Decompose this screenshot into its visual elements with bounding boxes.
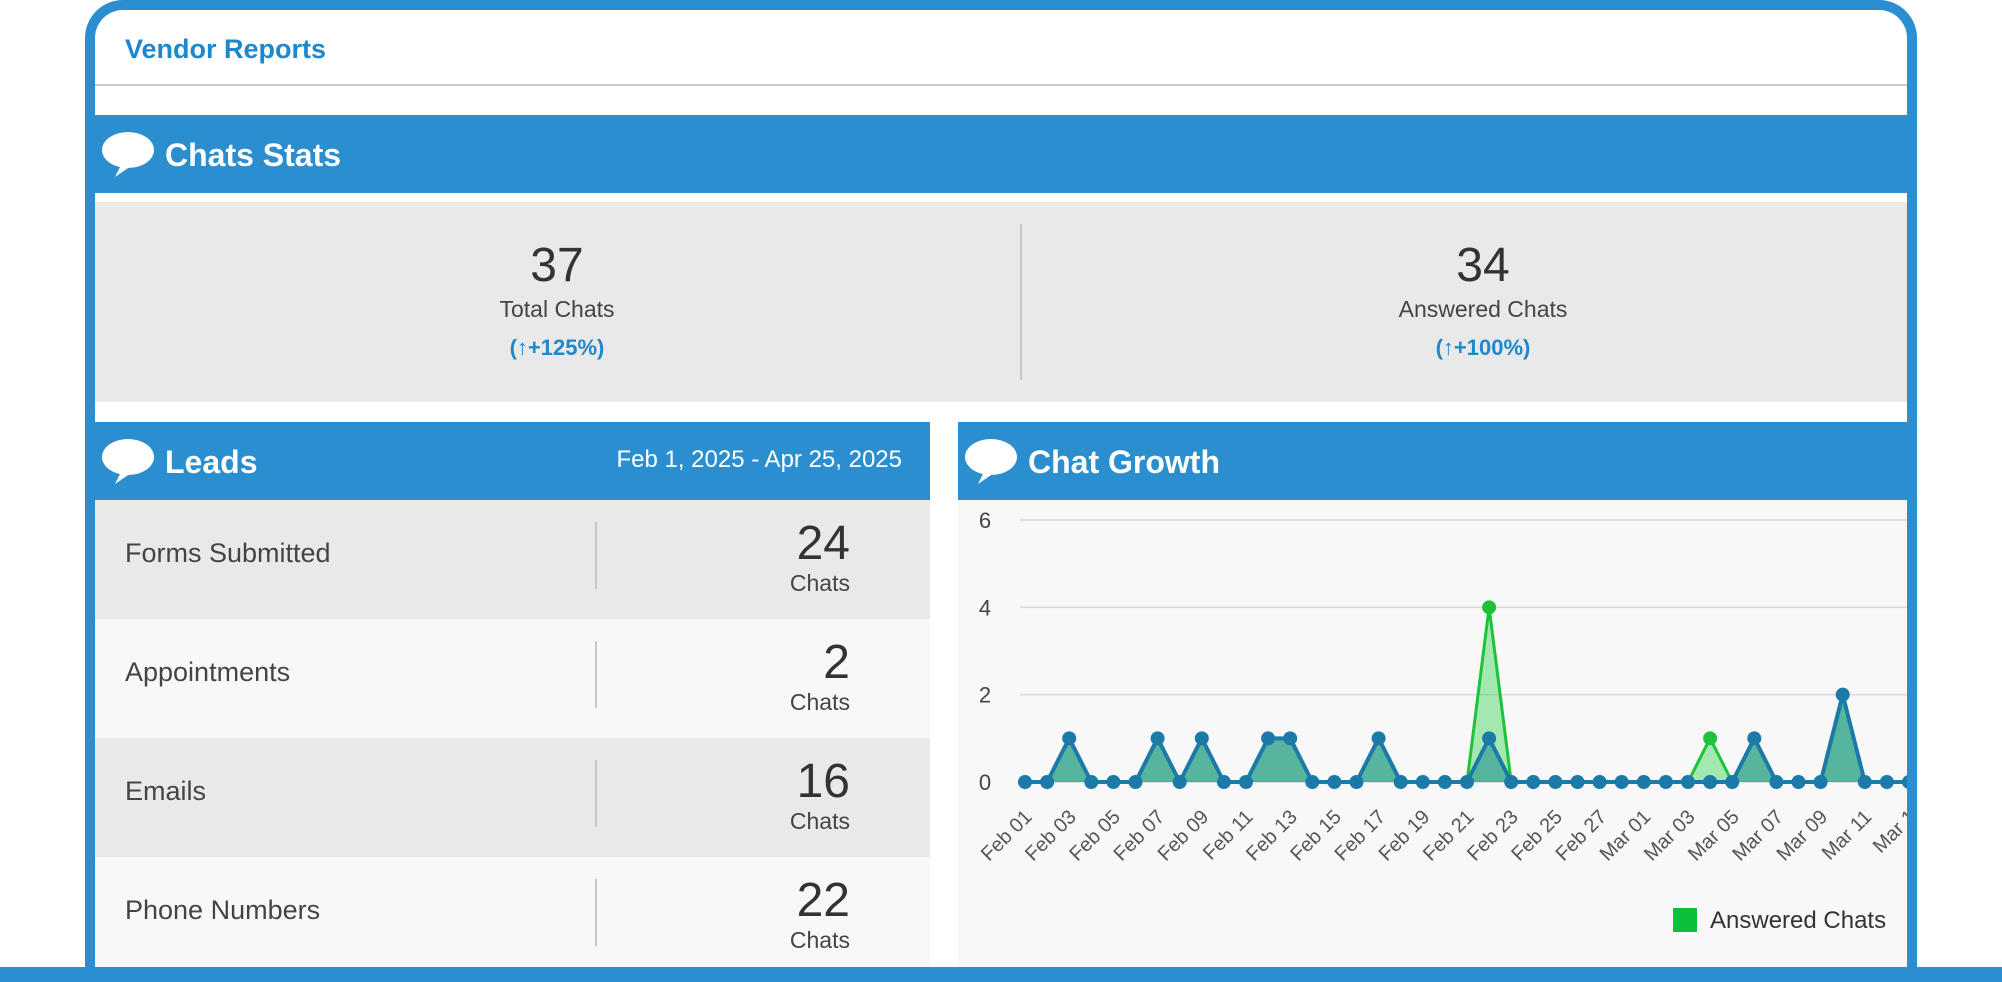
chats-stats-title: Chats Stats bbox=[165, 137, 342, 173]
data-point bbox=[1437, 775, 1452, 789]
total-chats-stat: 37 Total Chats (↑+125%) bbox=[257, 238, 857, 361]
data-point bbox=[1194, 731, 1209, 746]
y-tick-label: 4 bbox=[979, 595, 991, 620]
legend-swatch bbox=[1673, 908, 1697, 932]
data-point bbox=[1393, 775, 1408, 789]
lead-value: 24 bbox=[796, 517, 850, 570]
data-point bbox=[1172, 775, 1187, 789]
data-point bbox=[1349, 775, 1364, 789]
answered-point bbox=[1482, 600, 1497, 615]
data-point bbox=[1791, 775, 1806, 789]
x-tick-label: Feb 09 bbox=[1154, 806, 1214, 866]
chats-stats-header: Chats Stats bbox=[95, 115, 1907, 193]
data-point bbox=[1106, 775, 1121, 789]
data-point bbox=[1658, 775, 1673, 789]
legend-label: Answered Chats bbox=[1710, 907, 1886, 934]
total-chats-value: 37 bbox=[530, 239, 584, 292]
data-point bbox=[1548, 775, 1563, 789]
answered-chats-change: (↑+100%) bbox=[1435, 335, 1531, 360]
data-point bbox=[1592, 775, 1607, 789]
lead-divider bbox=[595, 879, 597, 946]
data-point bbox=[1835, 687, 1850, 702]
lead-divider bbox=[595, 641, 597, 708]
lead-value: 16 bbox=[796, 755, 850, 808]
data-point bbox=[1879, 775, 1894, 789]
lead-value: 22 bbox=[796, 874, 850, 927]
lead-label: Emails bbox=[125, 776, 207, 806]
title-divider bbox=[95, 84, 1907, 86]
x-tick-label: Mar 11 bbox=[1818, 806, 1877, 865]
x-tick-label: Mar 1 bbox=[1869, 806, 1907, 858]
data-point bbox=[1681, 775, 1695, 789]
y-tick-label: 0 bbox=[979, 770, 991, 795]
lead-row-emails: Emails 16 Chats bbox=[95, 738, 930, 857]
data-point bbox=[1857, 775, 1872, 789]
lead-divider bbox=[595, 760, 597, 827]
data-point bbox=[1327, 775, 1342, 789]
chat-growth-title: Chat Growth bbox=[1028, 444, 1220, 480]
data-point bbox=[1216, 775, 1231, 789]
x-tick-label: Mar 09 bbox=[1773, 806, 1833, 866]
data-point bbox=[1261, 731, 1276, 746]
lead-divider bbox=[595, 522, 597, 589]
answered-chats-label: Answered Chats bbox=[1398, 296, 1568, 322]
data-point bbox=[1018, 775, 1032, 789]
data-point bbox=[1084, 775, 1099, 789]
data-point bbox=[1239, 775, 1253, 789]
y-tick-label: 2 bbox=[979, 683, 991, 708]
data-point bbox=[1769, 775, 1784, 789]
data-point bbox=[1614, 775, 1629, 789]
total-chats-change: (↑+125%) bbox=[509, 335, 605, 360]
answered-chats-value: 34 bbox=[1456, 239, 1510, 292]
data-point bbox=[1150, 731, 1165, 746]
data-point bbox=[1725, 775, 1740, 789]
data-point bbox=[1813, 775, 1828, 789]
data-point bbox=[1128, 775, 1143, 789]
lead-row-appointments: Appointments 2 Chats bbox=[95, 619, 930, 738]
answered-chats-stat: 34 Answered Chats (↑+100%) bbox=[1183, 238, 1783, 361]
leads-title: Leads bbox=[165, 444, 258, 480]
chat-bubble-icon bbox=[965, 439, 1017, 484]
data-point bbox=[1040, 775, 1055, 789]
lead-unit: Chats bbox=[789, 689, 850, 715]
data-point bbox=[1526, 775, 1541, 789]
stats-divider bbox=[1020, 224, 1022, 380]
chat-growth-chart: 0 2 4 6 Feb 01 Feb 03 Feb 05 Feb 07 Feb 09 Feb 11… bbox=[958, 500, 1907, 980]
data-point bbox=[1460, 775, 1474, 789]
data-point bbox=[1703, 775, 1718, 789]
lead-row-forms: Forms Submitted 24 Chats bbox=[95, 500, 930, 619]
lead-label: Phone Numbers bbox=[125, 895, 321, 925]
chat-bubble-icon bbox=[102, 439, 154, 484]
lead-label: Forms Submitted bbox=[125, 538, 331, 568]
y-tick-label: 6 bbox=[979, 508, 991, 533]
lead-row-phone-numbers: Phone Numbers 22 Chats bbox=[95, 857, 930, 976]
chat-growth-header: Chat Growth bbox=[958, 422, 1907, 500]
lead-unit: Chats bbox=[789, 570, 850, 596]
data-point bbox=[1482, 731, 1497, 746]
data-point bbox=[1415, 775, 1430, 789]
answered-point bbox=[1703, 731, 1718, 746]
lead-value: 2 bbox=[823, 636, 850, 689]
chat-bubble-icon bbox=[102, 132, 154, 177]
data-point bbox=[1747, 731, 1762, 746]
data-point bbox=[1570, 775, 1585, 789]
data-point bbox=[1636, 775, 1651, 789]
bottom-bar bbox=[0, 967, 2002, 982]
page-title: Vendor Reports bbox=[125, 34, 327, 64]
data-point bbox=[1504, 775, 1519, 789]
leads-date-range: Feb 1, 2025 - Apr 25, 2025 bbox=[616, 446, 902, 473]
lead-unit: Chats bbox=[789, 927, 850, 953]
vendor-reports-panel: Vendor Reports Chats Stats 37 Total Chat… bbox=[85, 0, 1917, 980]
data-point bbox=[1305, 775, 1320, 789]
total-chats-label: Total Chats bbox=[499, 296, 615, 322]
lead-unit: Chats bbox=[789, 808, 850, 834]
data-point bbox=[1371, 731, 1386, 746]
lead-label: Appointments bbox=[125, 657, 291, 687]
data-point bbox=[1062, 731, 1077, 746]
leads-header: Leads Feb 1, 2025 - Apr 25, 2025 bbox=[95, 422, 930, 500]
data-point bbox=[1283, 731, 1298, 746]
data-point bbox=[1902, 775, 1907, 789]
chats-stats-band: 37 Total Chats (↑+125%) 34 Answered Chat… bbox=[95, 202, 1907, 402]
